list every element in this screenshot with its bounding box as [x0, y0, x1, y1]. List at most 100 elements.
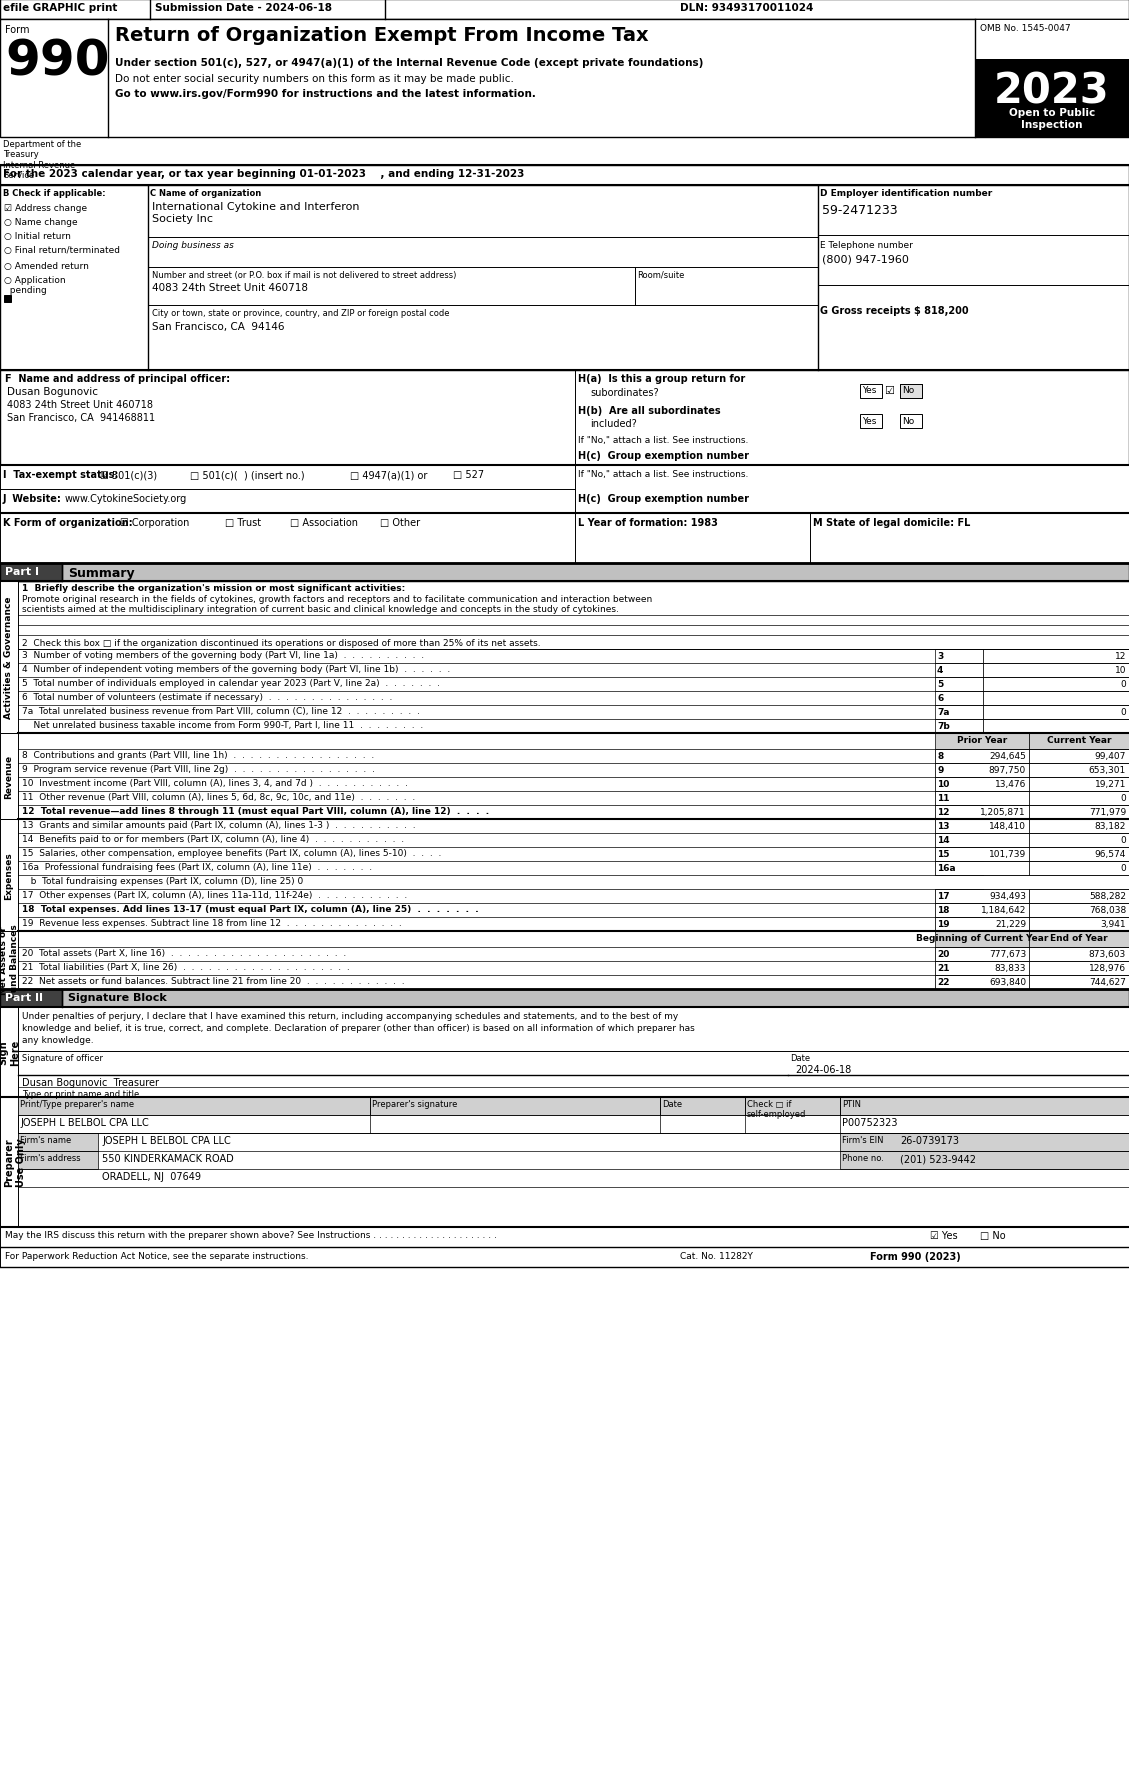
Bar	[975, 61, 1129, 137]
Text: (201) 523-9442: (201) 523-9442	[900, 1153, 975, 1164]
Text: scientists aimed at the multidisciplinary integration of current basic and clini: scientists aimed at the multidisciplinar…	[21, 604, 619, 613]
Text: 3: 3	[937, 652, 943, 661]
Text: □ Other: □ Other	[380, 519, 420, 527]
Bar	[935, 750, 983, 763]
Text: Expenses: Expenses	[5, 852, 14, 900]
Text: H(c)  Group exemption number: H(c) Group exemption number	[578, 494, 749, 504]
Text: K Form of organization:: K Form of organization:	[3, 519, 132, 527]
Text: Open to Public
Inspection: Open to Public Inspection	[1009, 109, 1095, 130]
Text: ○ Application
  pending: ○ Application pending	[5, 276, 65, 296]
Text: efile GRAPHIC print: efile GRAPHIC print	[3, 4, 117, 12]
Text: Firm's name: Firm's name	[20, 1135, 71, 1144]
Text: Return of Organization Exempt From Income Tax: Return of Organization Exempt From Incom…	[115, 27, 649, 45]
Text: knowledge and belief, it is true, correct, and complete. Declaration of preparer: knowledge and belief, it is true, correc…	[21, 1023, 694, 1032]
Bar	[0, 371, 1129, 465]
Bar	[1029, 750, 1129, 763]
Text: 4083 24th Street Unit 460718: 4083 24th Street Unit 460718	[7, 399, 154, 410]
Text: Check □ if
self-employed: Check □ if self-employed	[747, 1099, 806, 1119]
Text: 17  Other expenses (Part IX, column (A), lines 11a-11d, 11f-24e)  .  .  .  .  . : 17 Other expenses (Part IX, column (A), …	[21, 891, 408, 900]
Bar	[0, 1247, 1129, 1267]
Bar	[0, 563, 1129, 581]
Text: 20: 20	[937, 950, 949, 959]
Bar	[0, 185, 1129, 371]
Text: 768,038: 768,038	[1088, 905, 1126, 914]
Text: Signature of officer: Signature of officer	[21, 1053, 103, 1062]
Text: I  Tax-exempt status:: I Tax-exempt status:	[3, 470, 119, 479]
Bar	[983, 663, 1129, 677]
Text: 14: 14	[937, 836, 949, 845]
Text: Yes: Yes	[863, 385, 876, 396]
Text: ☑ Address change: ☑ Address change	[5, 203, 87, 212]
Text: 653,301: 653,301	[1088, 766, 1126, 775]
Text: ○ Initial return: ○ Initial return	[5, 232, 71, 241]
Text: 5: 5	[937, 679, 943, 688]
Text: Net Assets or
Fund Balances: Net Assets or Fund Balances	[0, 923, 19, 998]
Text: ORADELL, NJ  07649: ORADELL, NJ 07649	[102, 1171, 201, 1181]
Text: 12: 12	[937, 807, 949, 816]
Text: 1,205,871: 1,205,871	[980, 807, 1026, 816]
Bar	[935, 706, 983, 720]
Text: 8  Contributions and grants (Part VIII, line 1h)  .  .  .  .  .  .  .  .  .  .  : 8 Contributions and grants (Part VIII, l…	[21, 750, 374, 759]
Bar	[935, 820, 983, 834]
Text: 11  Other revenue (Part VIII, column (A), lines 5, 6d, 8c, 9c, 10c, and 11e)  . : 11 Other revenue (Part VIII, column (A),…	[21, 793, 415, 802]
Bar	[983, 706, 1129, 720]
Text: 12  Total revenue—add lines 8 through 11 (must equal Part VIII, column (A), line: 12 Total revenue—add lines 8 through 11 …	[21, 807, 489, 816]
Bar	[370, 1098, 660, 1116]
Bar	[935, 975, 1029, 989]
Text: Dusan Bogunovic  Treasurer: Dusan Bogunovic Treasurer	[21, 1078, 159, 1087]
Text: 26-0739173: 26-0739173	[900, 1135, 959, 1146]
Text: 18  Total expenses. Add lines 13-17 (must equal Part IX, column (A), line 25)  .: 18 Total expenses. Add lines 13-17 (must…	[21, 905, 479, 914]
Bar	[1029, 763, 1129, 777]
Text: 19  Revenue less expenses. Subtract line 18 from line 12  .  .  .  .  .  .  .  .: 19 Revenue less expenses. Subtract line …	[21, 918, 402, 927]
Text: 15  Salaries, other compensation, employee benefits (Part IX, column (A), lines : 15 Salaries, other compensation, employe…	[21, 848, 441, 857]
Text: Paid
Preparer
Use Only: Paid Preparer Use Only	[0, 1139, 26, 1187]
Text: 550 KINDERKAMACK ROAD: 550 KINDERKAMACK ROAD	[102, 1153, 234, 1164]
Bar	[935, 763, 1029, 777]
Text: L Year of formation: 1983: L Year of formation: 1983	[578, 519, 718, 527]
Text: G Gross receipts $ 818,200: G Gross receipts $ 818,200	[820, 307, 969, 315]
Bar	[18, 1098, 370, 1116]
Bar	[935, 663, 983, 677]
Text: J  Website:: J Website:	[3, 494, 62, 504]
Text: (800) 947-1960: (800) 947-1960	[822, 253, 909, 264]
Text: 4083 24th Street Unit 460718: 4083 24th Street Unit 460718	[152, 283, 308, 292]
Text: 4  Number of independent voting members of the governing body (Part VI, line 1b): 4 Number of independent voting members o…	[21, 665, 450, 674]
Text: 16a: 16a	[937, 864, 955, 873]
Text: 294,645: 294,645	[989, 752, 1026, 761]
Bar	[18, 1133, 98, 1151]
Bar	[935, 834, 983, 848]
Bar	[840, 1133, 1129, 1151]
Bar	[1029, 834, 1129, 848]
Text: 10: 10	[937, 779, 949, 789]
Bar	[935, 650, 983, 663]
Text: 14  Benefits paid to or for members (Part IX, column (A), line 4)  .  .  .  .  .: 14 Benefits paid to or for members (Part…	[21, 834, 404, 843]
Text: ☑ Corporation: ☑ Corporation	[120, 519, 190, 527]
Text: Date: Date	[790, 1053, 811, 1062]
Text: ☑: ☑	[884, 385, 894, 396]
Text: H(c)  Group exemption number: H(c) Group exemption number	[578, 451, 749, 462]
Text: Firm's address: Firm's address	[20, 1153, 80, 1162]
Text: Current Year: Current Year	[1047, 736, 1111, 745]
Text: 13,476: 13,476	[995, 779, 1026, 789]
Text: included?: included?	[590, 419, 637, 429]
Text: Under section 501(c), 527, or 4947(a)(1) of the Internal Revenue Code (except pr: Under section 501(c), 527, or 4947(a)(1)…	[115, 59, 703, 68]
Bar	[0, 1007, 1129, 1098]
Text: Net unrelated business taxable income from Form 990-T, Part I, line 11  .  .  . : Net unrelated business taxable income fr…	[21, 720, 423, 729]
Bar	[935, 734, 1029, 750]
Bar	[975, 20, 1129, 61]
Bar	[900, 385, 922, 399]
Text: 148,410: 148,410	[989, 822, 1026, 830]
Bar	[935, 834, 1029, 848]
Bar	[0, 989, 1129, 1007]
Text: 9: 9	[937, 766, 944, 775]
Text: 13  Grants and similar amounts paid (Part IX, column (A), lines 1-3 )  .  .  .  : 13 Grants and similar amounts paid (Part…	[21, 820, 415, 830]
Text: San Francisco, CA  94146: San Francisco, CA 94146	[152, 323, 285, 331]
Text: Under penalties of perjury, I declare that I have examined this return, includin: Under penalties of perjury, I declare th…	[21, 1012, 679, 1021]
Bar	[0, 0, 1129, 20]
Text: PTIN: PTIN	[842, 1099, 861, 1108]
Text: 4: 4	[937, 666, 944, 675]
Text: JOSEPH L BELBOL CPA LLC: JOSEPH L BELBOL CPA LLC	[102, 1135, 230, 1146]
Text: 11: 11	[937, 793, 949, 802]
Bar	[935, 889, 1029, 903]
Text: Firm's EIN: Firm's EIN	[842, 1135, 884, 1144]
